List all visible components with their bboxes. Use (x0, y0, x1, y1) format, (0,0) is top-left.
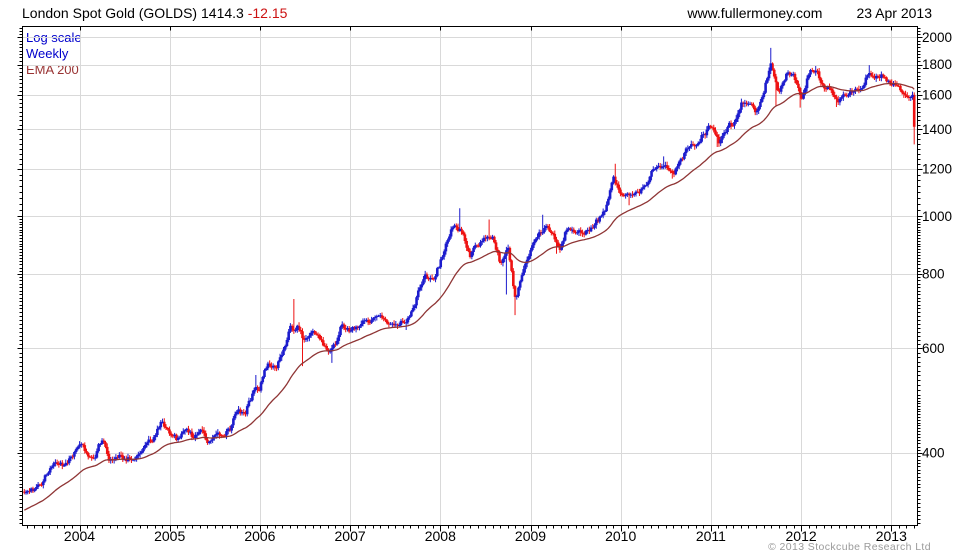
y-axis-labels: 400 600 800 1000 1200 1400 1600 1800 2000 (922, 30, 952, 461)
svg-text:2013: 2013 (876, 528, 907, 544)
svg-text:1000: 1000 (922, 209, 952, 224)
header-right: www.fullermoney.com 23 Apr 2013 (687, 5, 932, 21)
up-week-bodies (24, 63, 914, 494)
svg-text:2012: 2012 (786, 528, 817, 544)
svg-text:1200: 1200 (922, 162, 952, 177)
website-label: www.fullermoney.com (687, 5, 823, 21)
svg-text:2000: 2000 (922, 30, 952, 45)
last-price: 1414.3 (201, 5, 244, 21)
svg-text:800: 800 (922, 266, 945, 281)
instrument-name: London Spot Gold (GOLDS) (22, 5, 198, 21)
svg-text:2008: 2008 (425, 528, 456, 544)
svg-text:2004: 2004 (64, 528, 95, 544)
svg-text:1800: 1800 (922, 57, 952, 72)
svg-text:2010: 2010 (605, 528, 636, 544)
chart-title: London Spot Gold (GOLDS) 1414.3 -12.15 (22, 5, 287, 21)
grid-lines (22, 26, 918, 526)
svg-text:2006: 2006 (244, 528, 275, 544)
svg-text:2009: 2009 (515, 528, 546, 544)
svg-text:2011: 2011 (696, 528, 726, 544)
copyright-label: © 2013 Stockcube Research Ltd (768, 541, 931, 553)
date-label: 23 Apr 2013 (856, 5, 932, 21)
svg-text:1600: 1600 (922, 87, 952, 102)
plot-border (22, 26, 918, 526)
svg-text:600: 600 (922, 341, 945, 356)
ema-200-line (24, 82, 915, 511)
svg-text:2007: 2007 (335, 528, 366, 544)
legend-interval: Weekly (26, 46, 69, 61)
svg-text:1400: 1400 (922, 122, 952, 137)
svg-text:400: 400 (922, 445, 945, 460)
axis-ticks (17, 26, 923, 532)
price-bars (23, 47, 916, 495)
price-change: -12.15 (247, 5, 288, 21)
x-axis-labels: 2004 2005 2006 2007 2008 2009 2010 2011 2012 2013 (64, 528, 907, 544)
svg-text:2005: 2005 (154, 528, 185, 544)
